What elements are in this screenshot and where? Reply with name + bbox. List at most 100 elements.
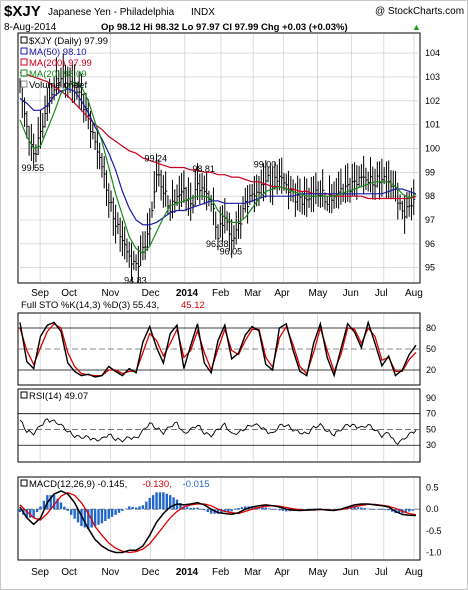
macd-histogram-bar — [93, 509, 97, 527]
macd-histogram-bar — [281, 509, 285, 511]
legend-swatch — [20, 58, 28, 66]
macd-histogram-bar — [49, 495, 52, 510]
chart-exchange: INDX — [191, 7, 215, 18]
macd-histogram-bar — [203, 509, 206, 511]
macd-histogram-bar — [25, 509, 29, 518]
macd-histogram-bar — [121, 509, 124, 511]
macd-histogram-bar — [384, 509, 387, 511]
macd-histogram-bar — [370, 509, 373, 510]
macd-histogram-bar — [360, 507, 363, 510]
macd-histogram-bar — [227, 509, 230, 512]
month-label: Aug — [405, 288, 423, 299]
price-annotation: 96.38 — [206, 239, 229, 249]
stochastic-legend-0: Full STO %K(14,3) %D(3) 55.43, — [21, 300, 159, 311]
price-annotation: 94.83 — [124, 276, 147, 286]
price-legend-4: Volume undef — [29, 80, 87, 91]
macd-histogram-bar — [83, 509, 87, 528]
month-label-bottom: Apr — [274, 567, 290, 578]
macd-histogram-bar — [32, 509, 35, 518]
macd-histogram-bar — [367, 508, 370, 510]
macd-histogram-bar — [407, 509, 411, 512]
macd-histogram-bar — [278, 509, 281, 511]
macd-histogram-bar — [233, 509, 237, 510]
macd-histogram-bar — [271, 509, 274, 510]
price-legend-1: MA(50) 98.10 — [29, 47, 87, 58]
macd-histogram-bar — [397, 509, 401, 514]
price-tick-label: 95 — [425, 263, 435, 273]
macd-legend-swatch — [20, 479, 28, 487]
rsi-panel — [17, 388, 421, 463]
rsi-tick-label: 30 — [426, 440, 436, 450]
price-tick-label: 96 — [425, 239, 435, 249]
macd-histogram-bar — [192, 507, 196, 510]
price-tick-label: 102 — [425, 96, 440, 106]
macd-legend-1: -0.130, — [142, 479, 172, 490]
price-annotation: 96.05 — [220, 247, 243, 257]
macd-histogram-bar — [220, 509, 223, 513]
macd-histogram-bar — [73, 509, 76, 519]
chart-name: Japanese Yen - Philadelphia — [48, 7, 175, 18]
macd-histogram-bar — [216, 509, 220, 514]
macd-histogram-bar — [29, 509, 32, 518]
ma50-line — [19, 88, 417, 226]
macd-histogram-bar — [151, 495, 155, 510]
macd-histogram-bar — [285, 509, 288, 512]
macd-histogram-bar — [223, 509, 227, 513]
rsi-tick-label: 50 — [426, 424, 436, 434]
price-annotation: 99.00 — [254, 159, 277, 169]
macd-histogram-bar — [165, 493, 168, 510]
rsi-legend-swatch — [20, 391, 28, 399]
stochastic-tick-label: 80 — [426, 323, 436, 333]
macd-histogram-bar — [209, 509, 213, 514]
macd-histogram-bar — [56, 498, 59, 510]
macd-histogram-bar — [172, 497, 175, 510]
macd-histogram-bar — [117, 509, 121, 513]
month-label-bottom: Oct — [61, 567, 77, 578]
macd-histogram-bar — [114, 509, 117, 515]
stochastic-tick-label: 20 — [426, 365, 436, 375]
month-label: Jul — [375, 288, 388, 299]
macd-histogram-bar — [353, 506, 356, 510]
month-label-bottom: Nov — [101, 567, 119, 578]
legend-swatch — [20, 36, 28, 44]
macd-histogram-bar — [66, 509, 69, 511]
macd-histogram-bar — [100, 509, 104, 524]
macd-histogram-bar — [377, 509, 380, 510]
macd-histogram-bar — [110, 509, 114, 517]
macd-histogram-bar — [148, 497, 151, 510]
macd-histogram-bar — [349, 507, 353, 510]
price-annotation: 99.55 — [22, 163, 45, 173]
macd-histogram-bar — [76, 509, 80, 523]
macd-histogram-bar — [404, 509, 407, 513]
macd-histogram-bar — [141, 505, 145, 510]
macd-histogram-bar — [128, 506, 131, 510]
watermark: @ StockCharts.com — [375, 6, 464, 17]
macd-tick-label: -0.5 — [426, 526, 442, 536]
month-label: Sep — [31, 288, 49, 299]
macd-signal-line — [19, 491, 417, 554]
stochastic-tick-label: 50 — [426, 344, 436, 354]
macd-histogram-bar — [104, 509, 107, 522]
macd-histogram-bar — [237, 508, 240, 510]
month-label: Mar — [244, 288, 262, 299]
macd-histogram-bar — [63, 506, 66, 510]
macd-histogram-bar — [189, 508, 192, 510]
macd-histogram-bar — [356, 507, 360, 510]
rsi-legend-0: RSI(14) 49.07 — [29, 391, 88, 402]
price-tick-label: 97 — [425, 215, 435, 225]
macd-histogram-bar — [90, 509, 93, 528]
macd-histogram-bar — [52, 495, 56, 510]
month-label: Feb — [212, 288, 230, 299]
stochastic-legend-1: 45.12 — [181, 300, 205, 311]
macd-histogram-bar — [230, 509, 233, 512]
macd-histogram-bar — [162, 492, 165, 510]
macd-histogram-bar — [42, 500, 46, 510]
quote-line: Op 98.12 Hi 98.32 Lo 97.97 Cl 97.99 Chg … — [101, 22, 348, 33]
macd-histogram-bar — [373, 509, 377, 510]
macd-histogram-bar — [70, 509, 73, 515]
macd-histogram-bar — [274, 509, 278, 510]
month-label: Dec — [142, 288, 160, 299]
price-legend-3: MA(20) 98.09 — [29, 69, 87, 80]
quote-arrow: ▲ — [412, 22, 421, 32]
